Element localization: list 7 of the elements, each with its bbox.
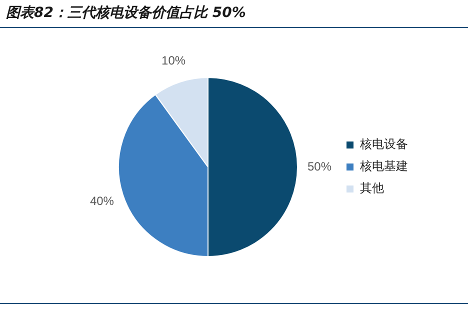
- data-label: 40%: [90, 194, 114, 208]
- legend-label: 核电基建: [359, 159, 408, 174]
- chart-title: 图表82：三代核电设备价值占比 50%: [6, 4, 246, 22]
- data-label: 10%: [162, 53, 186, 68]
- data-label: 50%: [307, 159, 332, 174]
- legend-label: 核电设备: [359, 137, 408, 152]
- legend-label: 其他: [360, 181, 384, 196]
